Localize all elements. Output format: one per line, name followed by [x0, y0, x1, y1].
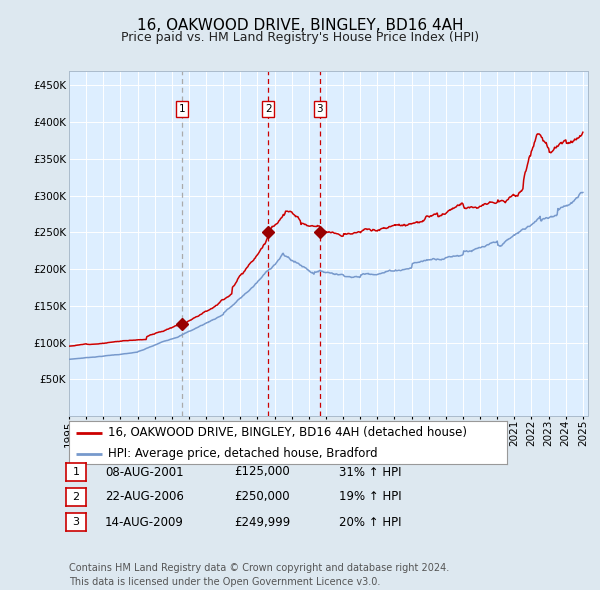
Text: 1: 1 [179, 104, 185, 114]
Text: 1: 1 [73, 467, 79, 477]
Text: Price paid vs. HM Land Registry's House Price Index (HPI): Price paid vs. HM Land Registry's House … [121, 31, 479, 44]
Text: 19% ↑ HPI: 19% ↑ HPI [339, 490, 401, 503]
Text: £249,999: £249,999 [234, 516, 290, 529]
Text: 16, OAKWOOD DRIVE, BINGLEY, BD16 4AH (detached house): 16, OAKWOOD DRIVE, BINGLEY, BD16 4AH (de… [109, 427, 467, 440]
Text: Contains HM Land Registry data © Crown copyright and database right 2024.
This d: Contains HM Land Registry data © Crown c… [69, 563, 449, 587]
Text: 3: 3 [316, 104, 323, 114]
Text: 14-AUG-2009: 14-AUG-2009 [105, 516, 184, 529]
Text: 2: 2 [265, 104, 272, 114]
Text: £250,000: £250,000 [234, 490, 290, 503]
Text: HPI: Average price, detached house, Bradford: HPI: Average price, detached house, Brad… [109, 447, 378, 460]
Text: 20% ↑ HPI: 20% ↑ HPI [339, 516, 401, 529]
Text: 22-AUG-2006: 22-AUG-2006 [105, 490, 184, 503]
Text: 31% ↑ HPI: 31% ↑ HPI [339, 466, 401, 478]
Text: 16, OAKWOOD DRIVE, BINGLEY, BD16 4AH: 16, OAKWOOD DRIVE, BINGLEY, BD16 4AH [137, 18, 463, 32]
Text: 2: 2 [73, 492, 79, 502]
Text: 3: 3 [73, 517, 79, 527]
Text: £125,000: £125,000 [234, 466, 290, 478]
Text: 08-AUG-2001: 08-AUG-2001 [105, 466, 184, 478]
